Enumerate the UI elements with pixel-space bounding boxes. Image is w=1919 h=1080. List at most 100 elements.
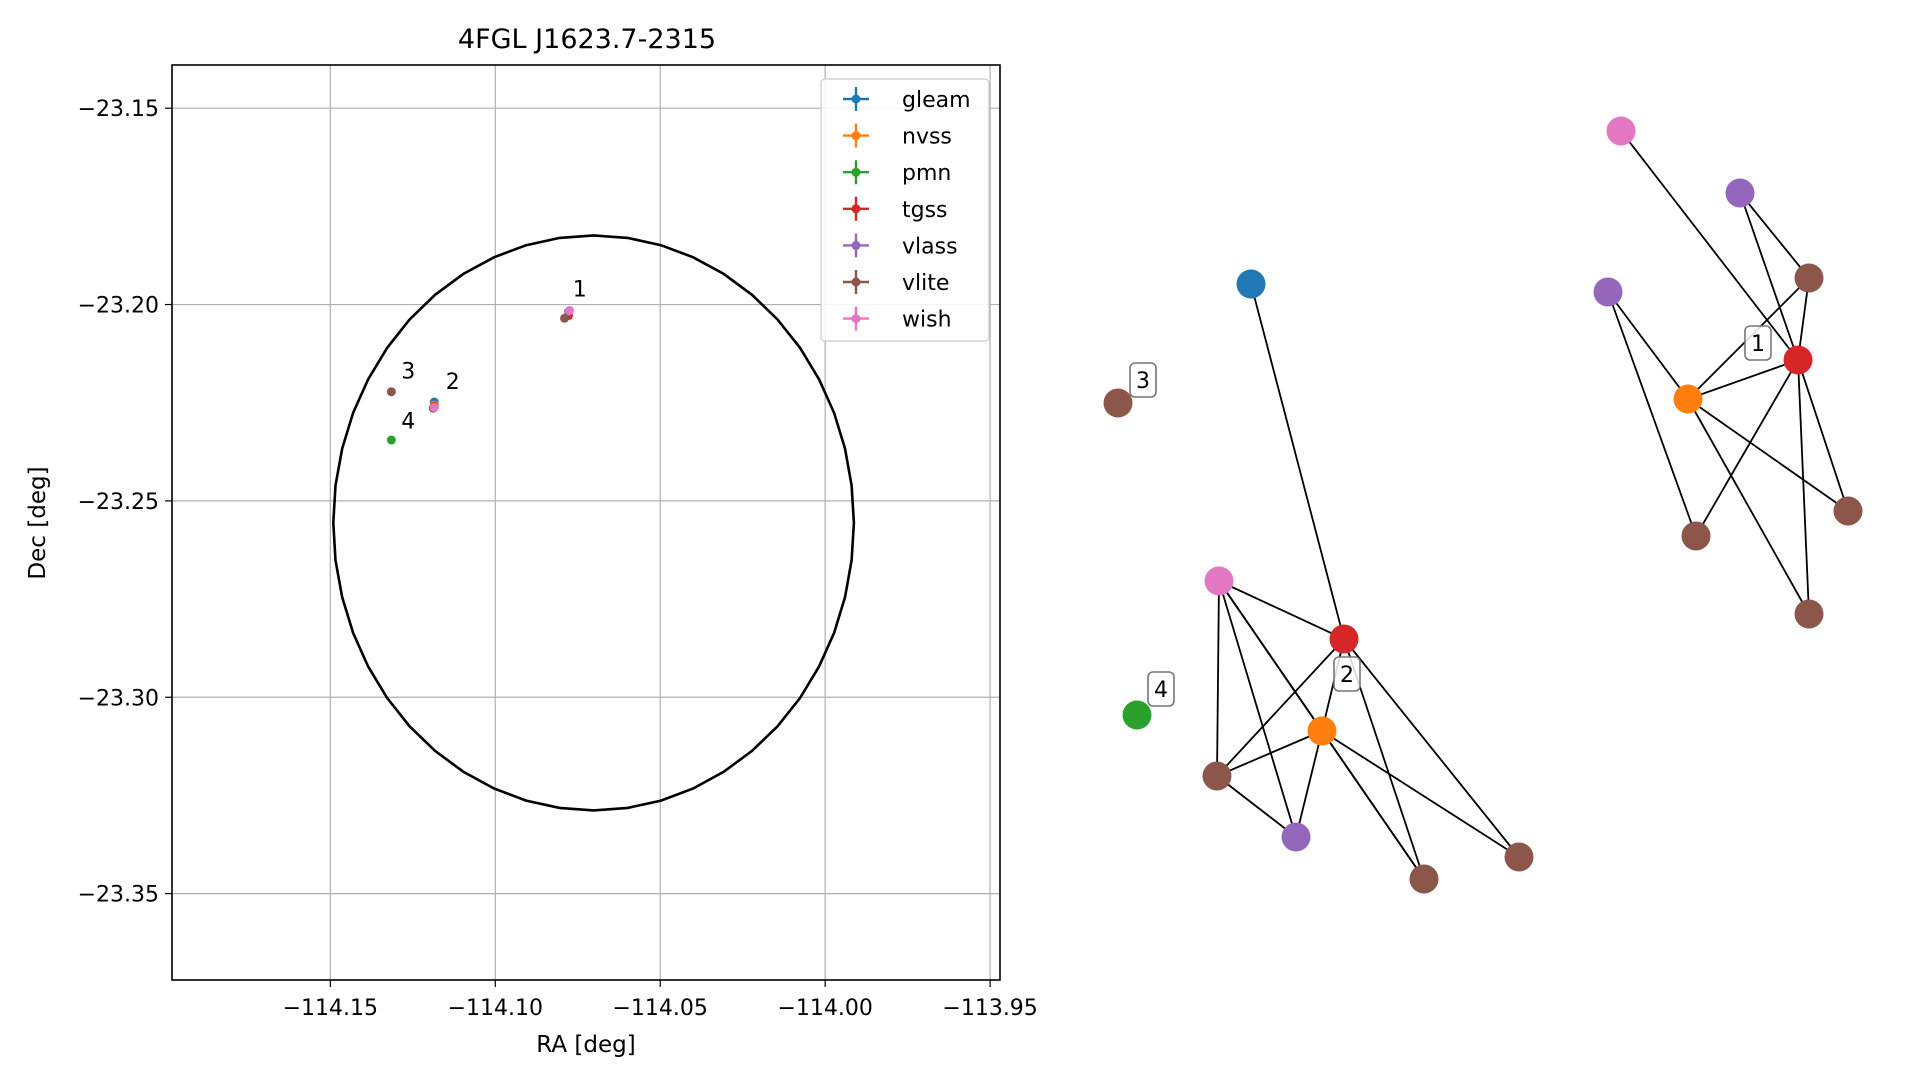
graph-edge	[1216, 775, 1297, 838]
source-points	[386, 305, 575, 445]
point-vlite	[560, 313, 570, 323]
graph-label-text: 3	[1136, 369, 1150, 394]
graph-edge	[1695, 359, 1799, 537]
network-graph: 1 2 3 4	[1103, 116, 1863, 894]
x-tick-label: −114.15	[283, 996, 378, 1021]
graph-edge	[1295, 730, 1323, 838]
graph-label-box	[1129, 362, 1157, 398]
graph-node	[1794, 599, 1824, 629]
plot-title: 4FGL J1623.7-2315	[458, 24, 716, 55]
graph-node	[1122, 700, 1152, 730]
graph-edge	[1620, 130, 1799, 361]
graph-edge	[1739, 192, 1810, 279]
graph-edge	[1797, 359, 1810, 615]
graph-node	[1202, 761, 1232, 791]
legend-marker-dot	[851, 204, 861, 214]
graph-edges	[1216, 130, 1849, 880]
localization-ellipse	[331, 234, 856, 812]
ellipse-outline	[331, 234, 856, 812]
y-tick-label: −23.35	[78, 883, 159, 908]
graph-edge	[1797, 359, 1849, 512]
graph-label-text: 2	[1340, 663, 1354, 688]
graph-edge	[1321, 638, 1345, 732]
graph-node	[1236, 269, 1266, 299]
graph-edge	[1687, 398, 1810, 615]
x-axis-ticks: −114.15 −114.10 −114.05 −114.00 −113.95	[283, 980, 1038, 1021]
x-tick-label: −114.10	[448, 996, 543, 1021]
graph-node	[1833, 496, 1863, 526]
graph-edge	[1607, 291, 1689, 400]
legend-box	[820, 78, 990, 342]
graph-label-box	[1744, 325, 1772, 361]
graph-node	[1281, 822, 1311, 852]
graph-node	[1103, 388, 1133, 418]
legend-label: nvss	[902, 125, 952, 150]
legend-marker-dot	[851, 277, 861, 287]
graph-label-box	[1333, 656, 1361, 692]
graph-edge	[1321, 730, 1520, 858]
point-wish	[429, 402, 439, 412]
point-vlite	[386, 387, 396, 397]
graph-edge	[1687, 398, 1849, 512]
graph-label-4: 4	[1147, 671, 1175, 707]
graph-label-2: 2	[1333, 656, 1361, 692]
graph-labels: 1 2 3 4	[1129, 325, 1772, 707]
graph-node	[1593, 277, 1623, 307]
graph-edge	[1321, 730, 1425, 880]
graph-node	[1307, 716, 1337, 746]
graph-label-3: 3	[1129, 362, 1157, 398]
annotation-1: 1	[573, 278, 587, 303]
legend-entry-vlass: vlass	[843, 233, 958, 259]
graph-edge	[1218, 580, 1345, 640]
legend-label: vlite	[902, 271, 949, 296]
graph-node	[1204, 566, 1234, 596]
graph-edge	[1218, 580, 1297, 838]
legend-label: wish	[902, 308, 952, 333]
graph-node	[1504, 842, 1534, 872]
graph-node	[1673, 384, 1703, 414]
graph-node	[1681, 521, 1711, 551]
legend-entry-wish: wish	[843, 306, 952, 333]
graph-label-text: 1	[1751, 332, 1765, 357]
graph-node	[1725, 178, 1755, 208]
legend-marker-dot	[851, 167, 861, 177]
legend-entries: gleam nvss pmn tgss vlass vlite wish	[843, 87, 971, 333]
legend-entry-nvss: nvss	[843, 123, 952, 150]
graph-node	[1329, 624, 1359, 654]
y-axis-label: Dec [deg]	[25, 466, 51, 579]
legend-label: pmn	[902, 161, 951, 186]
graph-node	[1794, 263, 1824, 293]
legend-entry-tgss: tgss	[843, 196, 948, 223]
x-axis-label: RA [deg]	[536, 1032, 635, 1058]
point-wish	[565, 305, 575, 315]
legend-label: gleam	[902, 88, 971, 113]
x-tick-label: −114.00	[777, 996, 872, 1021]
graph-edge	[1739, 192, 1799, 361]
legend-entry-pmn: pmn	[843, 160, 951, 186]
annotation-4: 4	[401, 409, 415, 434]
legend-label: vlass	[902, 234, 958, 259]
y-axis-ticks: −23.15 −23.20 −23.25 −23.30 −23.35	[78, 97, 172, 908]
legend-entry-gleam: gleam	[843, 87, 971, 113]
graph-label-text: 4	[1154, 678, 1168, 703]
annotation-3: 3	[401, 359, 415, 384]
point-pmn	[386, 435, 396, 445]
legend-entry-vlite: vlite	[843, 270, 949, 296]
legend-marker-dot	[851, 240, 861, 250]
graph-edge	[1216, 580, 1220, 777]
graph-node	[1409, 864, 1439, 894]
point-annotations: 1 2 3 4	[401, 278, 587, 435]
graph-label-box	[1147, 671, 1175, 707]
y-tick-label: −23.20	[78, 294, 159, 319]
y-tick-label: −23.15	[78, 97, 159, 122]
x-tick-label: −113.95	[942, 996, 1037, 1021]
scatter-plot: 4FGL J1623.7-2315 1 2 3 4 −114.15 −114.10 −11…	[25, 24, 1038, 1058]
y-tick-label: −23.30	[78, 686, 159, 711]
graph-node	[1606, 116, 1636, 146]
y-tick-label: −23.25	[78, 490, 159, 515]
graph-edge	[1607, 291, 1697, 537]
axes-frame	[171, 64, 1001, 981]
annotation-2: 2	[446, 370, 460, 395]
graph-label-1: 1	[1744, 325, 1772, 361]
